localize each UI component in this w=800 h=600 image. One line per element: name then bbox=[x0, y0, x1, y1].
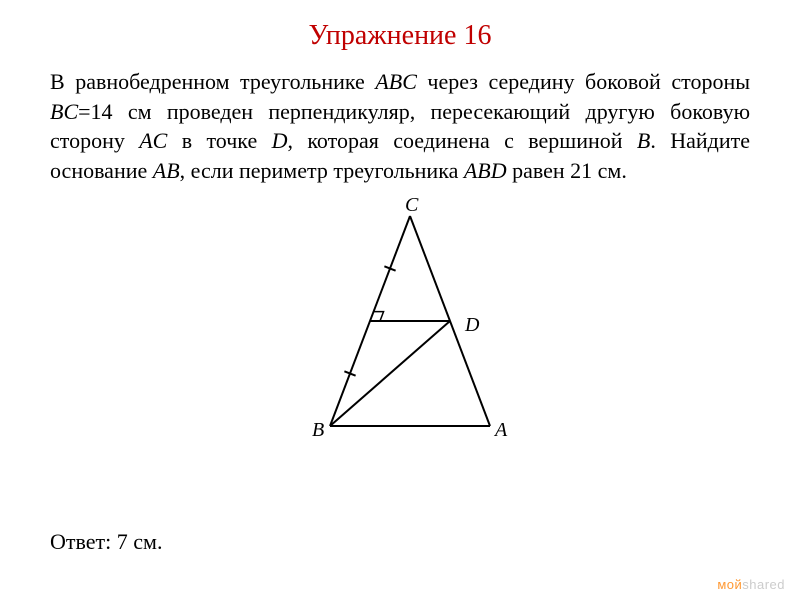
svg-text:A: A bbox=[493, 419, 508, 441]
watermark-shared: shared bbox=[742, 577, 785, 592]
text-part8: равен 21 см. bbox=[507, 158, 627, 183]
answer-line: Ответ: 7 см. bbox=[50, 529, 162, 555]
text-part1: В равнобедренном треугольнике bbox=[50, 69, 375, 94]
svg-text:D: D bbox=[464, 314, 480, 336]
text-part2: через середину боковой стороны bbox=[417, 69, 750, 94]
watermark: мойshared bbox=[717, 577, 785, 592]
answer-label: Ответ: bbox=[50, 529, 111, 554]
label-abd: ABD bbox=[464, 158, 507, 183]
text-part7: , если периметр треугольника bbox=[180, 158, 464, 183]
label-d: D bbox=[272, 128, 288, 153]
text-part5: , которая соединена с вершиной bbox=[287, 128, 636, 153]
watermark-my: мой bbox=[717, 577, 742, 592]
svg-text:B: B bbox=[312, 419, 324, 441]
answer-value: 7 см. bbox=[111, 529, 162, 554]
diagram-svg: C B A D bbox=[270, 196, 530, 456]
label-abc: ABC bbox=[375, 69, 417, 94]
triangle-diagram: C B A D bbox=[50, 196, 750, 461]
label-bc: BC bbox=[50, 99, 78, 124]
label-ac: AC bbox=[139, 128, 167, 153]
text-part4: в точке bbox=[167, 128, 271, 153]
label-b: B bbox=[637, 128, 650, 153]
svg-text:C: C bbox=[405, 196, 419, 216]
label-ab: AB bbox=[153, 158, 180, 183]
exercise-title: Упражнение 16 bbox=[50, 20, 750, 52]
problem-statement: В равнобедренном треугольнике ABC через … bbox=[50, 67, 750, 186]
